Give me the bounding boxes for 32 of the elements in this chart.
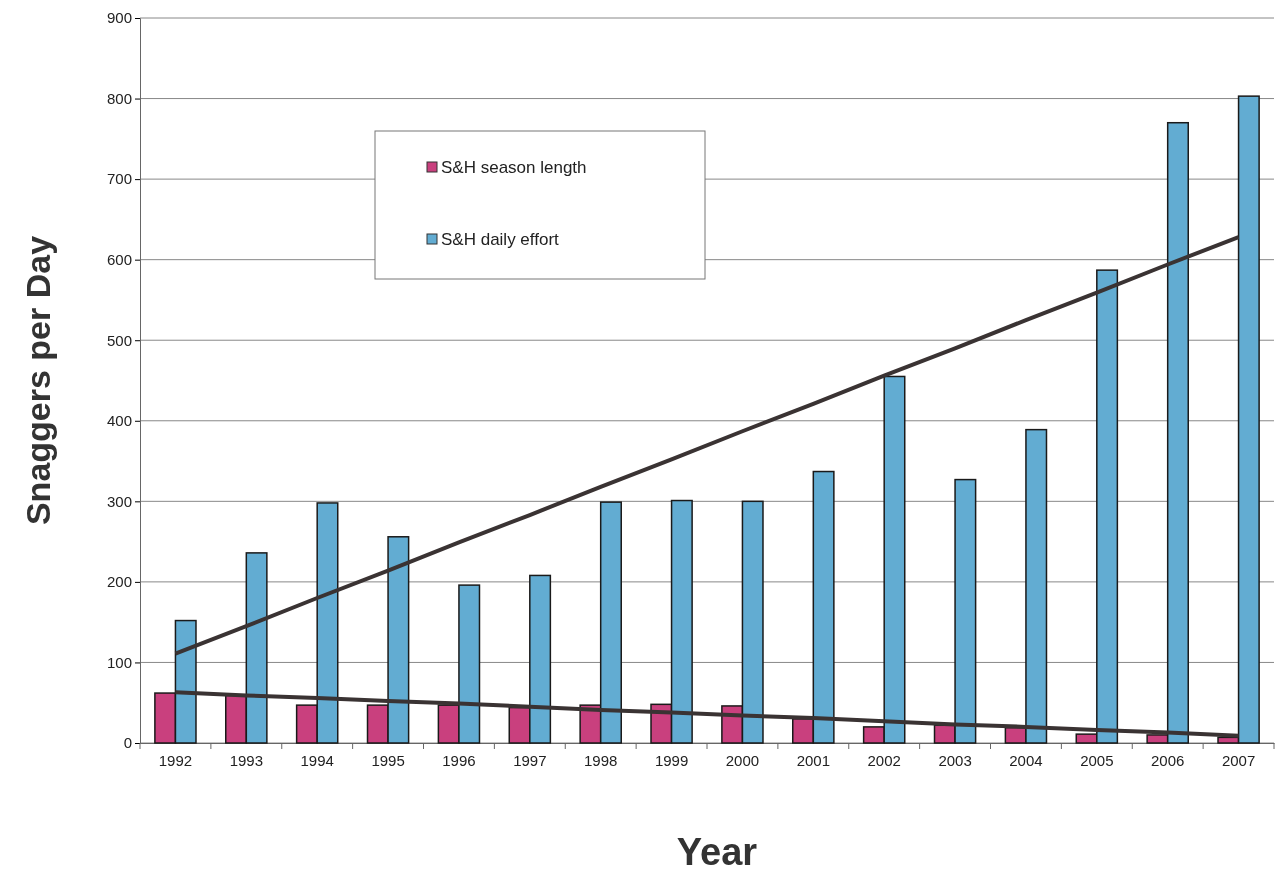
x-tick-label: 1996	[442, 751, 476, 769]
x-tick-label: 2001	[796, 751, 830, 769]
x-tick-label: 2004	[1009, 751, 1043, 769]
legend-label: S&H daily effort	[441, 230, 560, 249]
x-tick-label: 1994	[300, 751, 334, 769]
legend-label: S&H season length	[441, 158, 587, 177]
x-tick-label: 1993	[229, 751, 263, 769]
y-tick-label: 700	[106, 170, 132, 188]
y-tick-label: 400	[106, 412, 132, 430]
x-tick-label: 1998	[584, 751, 618, 769]
y-tick-label: 600	[106, 250, 132, 268]
y-axis-title: Snaggers per Day	[19, 235, 57, 526]
y-tick-label: 100	[106, 653, 132, 671]
y-tick-label: 0	[123, 734, 132, 752]
y-tick-label: 900	[106, 9, 132, 27]
x-tick-label: 1997	[513, 751, 547, 769]
x-tick-label: 1992	[158, 751, 193, 769]
y-tick-label: 800	[106, 89, 132, 107]
x-tick-label: 2006	[1151, 751, 1185, 769]
x-axis-title: Year	[676, 831, 758, 873]
x-tick-label: 2003	[938, 751, 972, 769]
x-tick-label: 1995	[371, 751, 405, 769]
line-series	[173, 690, 1241, 738]
y-tick-label: 200	[106, 573, 132, 591]
y-tick-label: 500	[106, 331, 132, 349]
x-tick-label: 2007	[1221, 751, 1256, 769]
x-tick-label: 2005	[1080, 751, 1114, 769]
y-tick-label: 300	[106, 492, 132, 510]
line-series	[173, 235, 1241, 656]
x-tick-label: 2000	[725, 751, 760, 769]
x-tick-label: 2002	[867, 751, 901, 769]
x-tick-label: 1999	[654, 751, 689, 769]
